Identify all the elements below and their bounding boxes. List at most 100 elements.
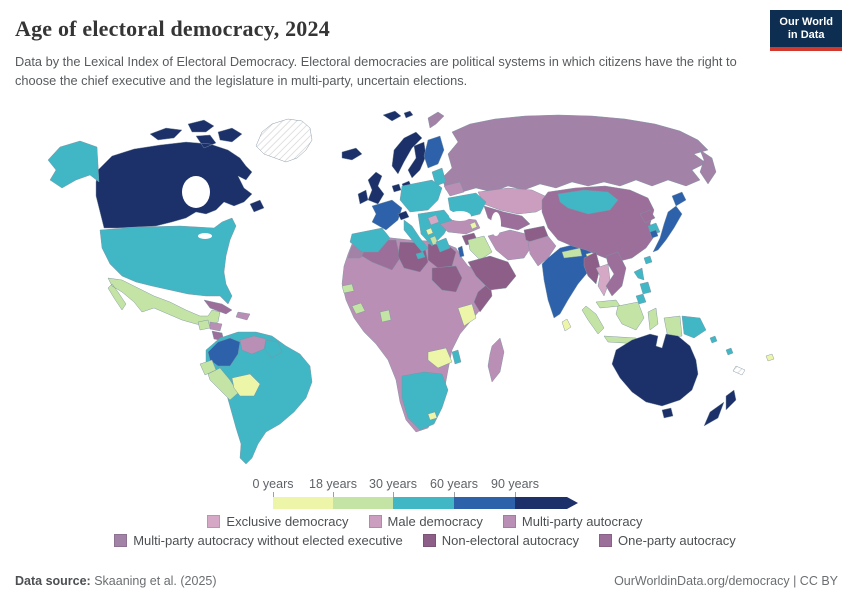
country-philippines[interactable] <box>633 267 652 305</box>
country-thailand[interactable] <box>595 263 611 297</box>
country-israel[interactable] <box>457 245 465 258</box>
country-novaya-zemlya[interactable] <box>427 111 445 129</box>
footer-links: OurWorldinData.org/democracy | CC BY <box>614 574 838 588</box>
country-taiwan[interactable] <box>643 255 653 265</box>
country-honduras[interactable] <box>209 321 223 332</box>
country-sicily[interactable] <box>415 251 426 260</box>
country-japan[interactable] <box>649 191 687 253</box>
country-svalbard[interactable] <box>382 110 414 122</box>
country-iraq[interactable] <box>467 235 493 261</box>
country-mexico[interactable] <box>107 277 221 327</box>
legend-item-multi-party-autocracy-no-exec[interactable]: Multi-party autocracy without elected ex… <box>114 533 403 548</box>
region-iberia[interactable] <box>349 227 391 253</box>
country-guyana-suriname[interactable] <box>264 339 283 359</box>
scale-tickmark <box>333 492 334 497</box>
country-armenia[interactable] <box>469 221 478 230</box>
region-balkans[interactable] <box>417 209 453 247</box>
scale-tick-0: 0 years <box>252 477 294 491</box>
country-sweden[interactable] <box>407 141 427 179</box>
great-lakes <box>198 233 212 239</box>
country-lesotho[interactable] <box>427 411 438 421</box>
country-new-zealand[interactable] <box>703 389 737 427</box>
legend-label: Exclusive democracy <box>226 514 349 529</box>
country-finland[interactable] <box>423 135 445 169</box>
region-central-asia[interactable] <box>483 205 531 231</box>
country-malawi[interactable] <box>451 349 462 365</box>
country-cuba[interactable] <box>203 299 233 315</box>
country-papua-new-guinea[interactable] <box>681 315 707 339</box>
country-ghana[interactable] <box>379 309 392 323</box>
country-united-kingdom[interactable] <box>367 171 385 205</box>
country-southern-africa[interactable] <box>401 371 449 431</box>
country-tasmania[interactable] <box>661 407 674 419</box>
country-brazil-and-southern-cone[interactable] <box>205 331 313 465</box>
legend-label: Multi-party autocracy without elected ex… <box>133 533 403 548</box>
country-netherlands[interactable] <box>391 183 402 193</box>
country-zambia[interactable] <box>427 347 453 369</box>
region-melanesia[interactable] <box>709 335 734 356</box>
country-myanmar[interactable] <box>583 251 601 285</box>
country-belarus[interactable] <box>443 181 465 197</box>
country-russia[interactable] <box>441 114 717 193</box>
legend-label: Male democracy <box>387 514 483 529</box>
country-new-caledonia[interactable] <box>732 365 746 376</box>
hudson-bay <box>182 176 210 208</box>
country-iceland[interactable] <box>341 147 363 161</box>
owid-url-link[interactable]: OurWorldinData.org/democracy <box>614 574 790 588</box>
country-mongolia[interactable] <box>557 189 619 215</box>
country-fiji[interactable] <box>765 353 775 362</box>
country-norway[interactable] <box>391 131 423 175</box>
country-malaysia[interactable] <box>595 299 621 309</box>
country-alaska[interactable] <box>47 140 100 189</box>
country-north-korea[interactable] <box>639 209 656 224</box>
region-central-europe[interactable] <box>399 179 443 213</box>
legend-swatch <box>422 534 436 547</box>
black-sea <box>449 211 471 221</box>
country-canada[interactable] <box>95 119 265 229</box>
country-greece[interactable] <box>435 237 451 253</box>
country-saudi-arabia[interactable] <box>467 255 517 291</box>
license-badge[interactable]: | CC BY <box>789 574 838 588</box>
country-madagascar[interactable] <box>487 337 505 383</box>
legend-item-multi-party-autocracy[interactable]: Multi-party autocracy <box>502 514 643 529</box>
country-usa[interactable] <box>99 217 237 305</box>
country-sierra-leone-liberia[interactable] <box>351 302 366 315</box>
country-venezuela[interactable] <box>239 335 267 355</box>
country-france[interactable] <box>371 199 403 231</box>
scale-tickmark <box>393 492 394 497</box>
country-nepal[interactable] <box>561 247 583 259</box>
country-laos-vietnam-cambodia[interactable] <box>605 251 627 297</box>
country-greenland[interactable] <box>255 118 313 163</box>
country-bolivia[interactable] <box>231 373 261 397</box>
legend-swatch <box>207 515 221 528</box>
country-ireland[interactable] <box>357 189 369 205</box>
country-bosnia-serbia[interactable] <box>427 214 440 226</box>
legend-item-male-democracy[interactable]: Male democracy <box>368 514 483 529</box>
country-australia[interactable] <box>611 333 699 407</box>
scale-segment-18-30[interactable] <box>333 497 393 509</box>
legend-item-exclusive-democracy[interactable]: Exclusive democracy <box>207 514 349 529</box>
legend-label: Non-electoral autocracy <box>441 533 580 548</box>
legend-item-one-party-autocracy[interactable]: One-party autocracy <box>599 533 736 548</box>
region-baltics[interactable] <box>431 167 447 187</box>
country-iran[interactable] <box>487 229 533 261</box>
scale-segment-90-plus-arrow[interactable] <box>515 497 578 509</box>
legend-item-non-electoral-autocracy[interactable]: Non-electoral autocracy <box>422 533 580 548</box>
country-italy[interactable] <box>403 219 429 253</box>
country-sudan[interactable] <box>431 265 463 293</box>
country-senegal[interactable] <box>341 283 355 294</box>
country-peru[interactable] <box>207 367 239 401</box>
country-guatemala[interactable] <box>197 319 211 331</box>
caspian-sea <box>491 212 501 236</box>
country-switzerland[interactable] <box>397 210 410 221</box>
scale-segment-0-18[interactable] <box>273 497 333 509</box>
legend-label: One-party autocracy <box>618 533 736 548</box>
country-montenegro[interactable] <box>425 227 434 236</box>
scale-segment-30-60[interactable] <box>393 497 454 509</box>
country-kenya[interactable] <box>457 303 477 327</box>
country-sri-lanka[interactable] <box>561 318 572 332</box>
owid-logo[interactable]: Our World in Data <box>770 10 842 52</box>
scale-segment-60-90[interactable] <box>454 497 515 509</box>
country-hispaniola[interactable] <box>235 311 251 321</box>
legend-swatch <box>114 534 128 547</box>
